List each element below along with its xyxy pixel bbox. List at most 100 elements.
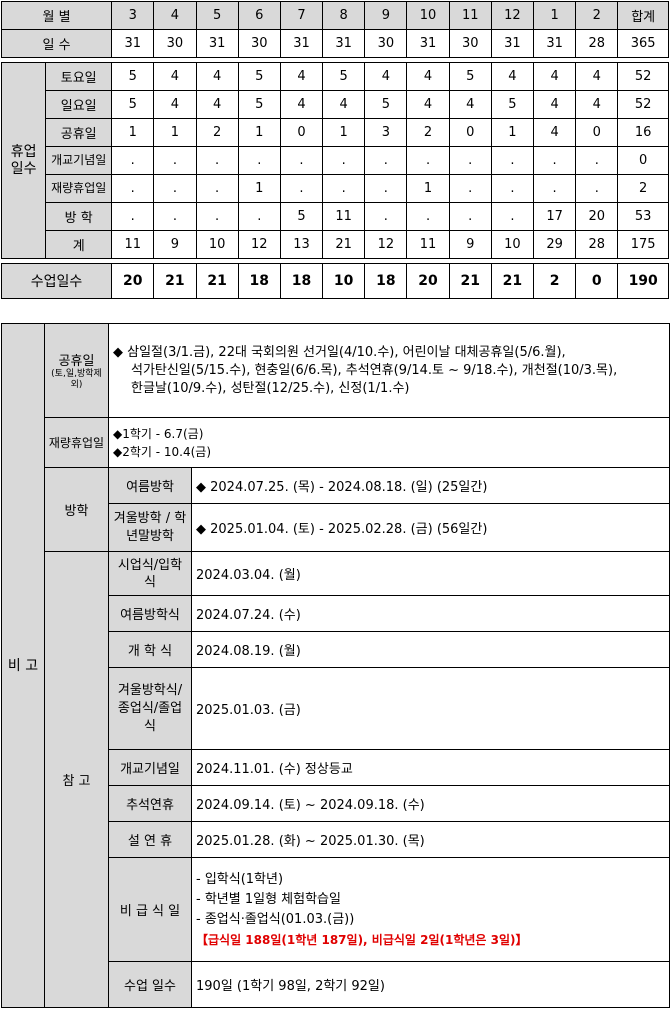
summer-vacation-value: ◆ 2024.07.25. (목) - 2024.08.18. (일) (25일…	[191, 467, 670, 504]
class-days-total: 190	[617, 263, 669, 299]
holiday-row-label: 재량휴업일	[45, 174, 113, 203]
holiday-cell: 10	[195, 230, 239, 259]
meal-line: - 종업식·졸업식(01.03.(금))	[196, 911, 355, 927]
days-row: 일 수 31 30 31 30 31 31 30 31 30 31 31 28 …	[0, 29, 669, 58]
holiday-row: 휴업일수 토요일 5 4 4 5 4 5 4 4 5 4 4 4 52	[0, 62, 669, 259]
holiday-cell: .	[322, 146, 366, 175]
class-days-cell: 20	[406, 263, 450, 299]
discretionary-line: ◆1학기 - 6.7(금)	[113, 426, 204, 441]
holiday-total: 175	[617, 230, 669, 259]
class-days-cell: 20	[111, 263, 155, 299]
holiday-cell: .	[406, 202, 450, 231]
holiday-cell: .	[364, 174, 408, 203]
month-cell: 7	[279, 1, 324, 30]
month-cell: 12	[490, 1, 535, 30]
month-row: 월 별 3 4 5 6 7 8 9 10 11 12 1 2 합계	[0, 1, 669, 30]
holiday-total: 52	[617, 90, 669, 119]
class-days-cell: 21	[153, 263, 197, 299]
holiday-cell: 11	[406, 230, 450, 259]
days-cell: 31	[322, 29, 366, 58]
holiday-cell: 9	[153, 230, 197, 259]
reference-item-value: 2024.03.04. (월)	[191, 551, 670, 596]
reference-item-value: 2024.09.14. (토) ~ 2024.09.18. (수)	[191, 785, 670, 822]
remarks-label: 비 고	[1, 323, 45, 1008]
winter-vacation-value: ◆ 2025.01.04. (토) - 2025.02.28. (금) (56일…	[191, 503, 670, 552]
class-days-cell: 18	[279, 263, 324, 299]
reference-item-value: 2025.01.03. (금)	[191, 667, 670, 750]
holiday-cell: .	[532, 146, 577, 175]
days-cell: 31	[195, 29, 239, 58]
holiday-row: 개교기념일 . . . . . . . . . . . . 0	[2, 146, 669, 175]
public-holiday-line: ◆ 삼일절(3/1.금), 22대 국회의원 선거일(4/10.수), 어린이날…	[113, 344, 566, 360]
holiday-cell: .	[195, 174, 239, 203]
holiday-cell: 1	[406, 174, 450, 203]
holiday-row-label: 일요일	[45, 90, 113, 119]
holiday-cell: 5	[279, 202, 324, 231]
holiday-cell: 17	[532, 202, 577, 231]
month-cell: 6	[237, 1, 281, 30]
holiday-cell: 4	[575, 90, 619, 119]
days-cell: 31	[406, 29, 450, 58]
meal-content: - 입학식(1학년) - 학년별 1일형 체험학습일 - 종업식·졸업식(01.…	[191, 857, 670, 962]
holiday-cell: 1	[490, 118, 535, 147]
remarks-table: 비 고 공휴일 (토,일,방학제외) ◆ 삼일절(3/1.금), 22대 국회의…	[1, 323, 670, 1008]
holiday-cell: .	[364, 202, 408, 231]
holiday-cell: .	[448, 174, 492, 203]
month-cell: 4	[153, 1, 197, 30]
class-days-cell: 18	[364, 263, 408, 299]
holiday-rows: 휴업일수 토요일 5 4 4 5 4 5 4 4 5 4 4 4 52 일요일 …	[0, 62, 669, 259]
holiday-cell: 3	[364, 118, 408, 147]
meal-label: 비 급 식 일	[108, 857, 192, 962]
holiday-row-label: 토요일	[45, 62, 113, 91]
days-cell: 31	[532, 29, 577, 58]
reference-item-label: 개교기념일	[108, 749, 192, 786]
holiday-cell: .	[195, 146, 239, 175]
meal-highlight: 【급식일 188일(1학년 187일), 비급식일 2일(1학년은 3일)】	[196, 932, 528, 947]
days-cell: 31	[490, 29, 535, 58]
days-header: 일 수	[0, 29, 113, 58]
public-holiday-sub: (토,일,방학제외)	[51, 369, 102, 390]
reference-class-days-label: 수업 일수	[108, 961, 192, 1008]
holiday-cell: 0	[279, 118, 324, 147]
class-days-label: 수업일수	[0, 263, 113, 299]
class-days-cell: 18	[237, 263, 281, 299]
holiday-cell: 0	[575, 118, 619, 147]
total-header: 합계	[617, 1, 669, 30]
holiday-cell: .	[237, 202, 281, 231]
holiday-total: 0	[617, 146, 669, 175]
holiday-cell: .	[448, 146, 492, 175]
reference-item-label: 여름방학식	[108, 595, 192, 632]
holiday-cell: .	[237, 146, 281, 175]
holiday-cell: 12	[364, 230, 408, 259]
holiday-row: 계 11 9 10 12 13 21 12 11 9 10 29 28 175	[2, 230, 669, 259]
holiday-row-label: 계	[45, 230, 113, 259]
holiday-cell: 1	[237, 118, 281, 147]
days-cell: 30	[364, 29, 408, 58]
holiday-cell: .	[448, 202, 492, 231]
month-cell: 8	[322, 1, 366, 30]
public-holiday-line: 한글날(10/9.수), 성탄절(12/25.수), 신정(1/1.수)	[131, 380, 410, 396]
days-cell: 30	[237, 29, 281, 58]
holiday-cell: 4	[279, 90, 324, 119]
holiday-cell: 4	[532, 90, 577, 119]
holiday-cell: 13	[279, 230, 324, 259]
holiday-total: 2	[617, 174, 669, 203]
days-cell: 30	[448, 29, 492, 58]
holiday-cell: .	[364, 146, 408, 175]
month-cell: 9	[364, 1, 408, 30]
holiday-cell: 28	[575, 230, 619, 259]
holiday-total: 53	[617, 202, 669, 231]
holiday-cell: 0	[448, 118, 492, 147]
reference-item-label: 개 학 식	[108, 631, 192, 668]
holiday-cell: 5	[111, 90, 155, 119]
holiday-group-label: 휴업일수	[0, 62, 47, 259]
holiday-cell: 29	[532, 230, 577, 259]
holiday-cell: 1	[153, 118, 197, 147]
days-cell: 28	[575, 29, 619, 58]
holiday-row: 방 학 . . . . 5 11 . . . . 17 20 53	[2, 202, 669, 231]
holiday-cell: .	[153, 146, 197, 175]
reference-item-value: 2025.01.28. (화) ~ 2025.01.30. (목)	[191, 821, 670, 858]
class-days-cell: 10	[322, 263, 366, 299]
holiday-cell: .	[490, 174, 535, 203]
holiday-cell: .	[575, 146, 619, 175]
